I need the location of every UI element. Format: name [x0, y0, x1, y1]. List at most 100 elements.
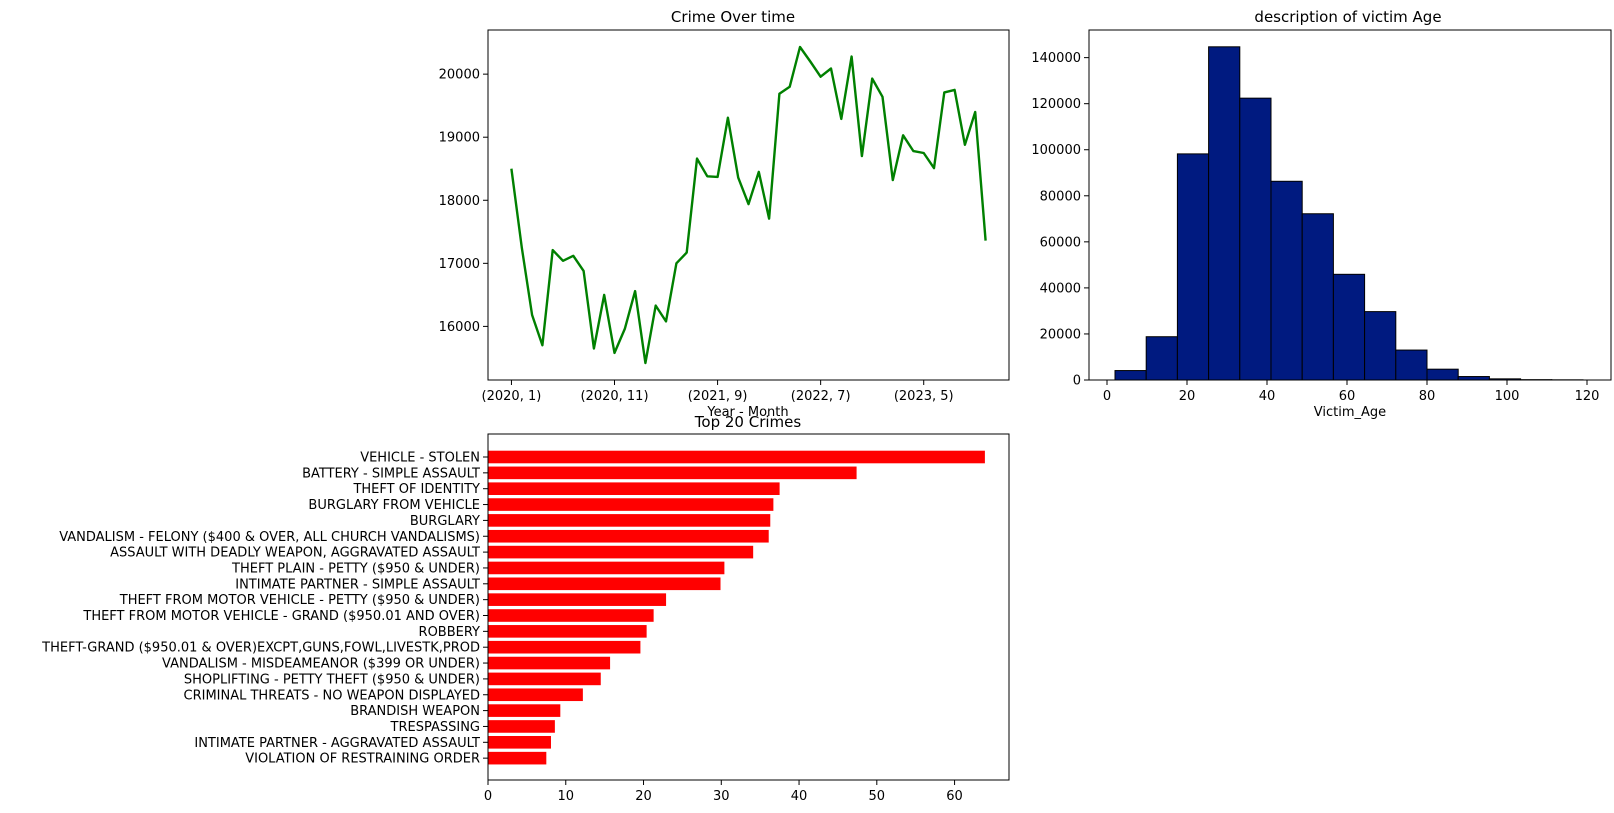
line-chart-panel: Crime Over time (2020, 1) (2020, 11) (2021…: [439, 8, 1010, 420]
x-tick-label: 120: [1575, 389, 1600, 404]
histogram-bar: [1457, 376, 1490, 381]
x-tick-label: 60: [946, 789, 963, 804]
bar: [488, 625, 647, 638]
bar: [488, 609, 654, 622]
category-label: BATTERY - SIMPLE ASSAULT: [302, 466, 480, 481]
line-chart-x-ticks: (2020, 1) (2020, 11) (2021, 9) (2022, 7) (20…: [482, 380, 954, 404]
x-tick-label: 40: [791, 789, 808, 804]
histogram-bar: [1176, 153, 1210, 381]
category-label: VEHICLE - STOLEN: [360, 451, 480, 466]
histogram-bar: [1208, 46, 1241, 381]
category-label: VIOLATION OF RESTRAINING ORDER: [245, 752, 480, 767]
y-tick-label: 80000: [1040, 189, 1081, 204]
y-tick-label: 40000: [1040, 281, 1081, 296]
barh-bars-layer: [488, 450, 985, 765]
bar: [488, 688, 583, 702]
histogram-y-ticks: 0 20000 40000 60000 80000 100000 120000 140000: [1031, 51, 1089, 389]
x-tick-label: 0: [484, 789, 492, 804]
category-label: THEFT OF IDENTITY: [352, 482, 480, 497]
y-tick-label: 100000: [1031, 143, 1081, 158]
category-label: ASSAULT WITH DEADLY WEAPON, AGGRAVATED A…: [110, 546, 480, 561]
bar: [488, 751, 547, 765]
series-line: [510, 45, 987, 365]
x-tick-label: (2020, 1): [482, 389, 542, 404]
category-label: THEFT FROM MOTOR VEHICLE - GRAND ($950.0…: [82, 609, 480, 624]
x-tick-label: 100: [1495, 389, 1520, 404]
category-label: VANDALISM - FELONY ($400 & OVER, ALL CHU…: [59, 530, 480, 545]
line-chart-title: Crime Over time: [671, 8, 795, 26]
category-label: THEFT PLAIN - PETTY ($950 & UNDER): [231, 561, 480, 576]
histogram-bar: [1270, 180, 1303, 381]
x-tick-label: 60: [1339, 389, 1356, 404]
x-tick-label: 10: [557, 789, 574, 804]
bar: [488, 545, 754, 559]
x-tick-label: 20: [635, 789, 652, 804]
histogram-bar: [1395, 349, 1428, 381]
histogram-x-axis-label: Victim_Age: [1314, 405, 1386, 420]
bar: [488, 482, 780, 495]
category-label: BURGLARY: [410, 514, 480, 529]
histogram-frame: [1088, 29, 1612, 381]
barh-chart-panel: Top 20 Crimes 0 10 20 30 40 50 60 VEHICLE - ST…: [41, 413, 1010, 804]
bar: [488, 514, 771, 527]
category-label: ROBBERY: [419, 625, 481, 640]
bar: [488, 656, 611, 670]
y-tick-label: 18000: [439, 194, 480, 209]
category-label: CRIMINAL THREATS - NO WEAPON DISPLAYED: [184, 688, 481, 703]
y-tick-label: 0: [1073, 374, 1081, 389]
bar: [488, 529, 769, 543]
category-label: BURGLARY FROM VEHICLE: [308, 498, 480, 513]
bar: [488, 466, 857, 480]
bar: [488, 498, 774, 511]
histogram-bar: [1145, 336, 1178, 381]
category-label: THEFT-GRAND ($950.01 & OVER)EXCPT,GUNS,F…: [41, 641, 480, 656]
category-label: VANDALISM - MISDEAMEANOR ($399 OR UNDER): [162, 657, 480, 672]
x-tick-label: (2020, 11): [580, 389, 648, 404]
x-tick-label: 40: [1259, 389, 1276, 404]
barh-chart-frame: [487, 433, 1010, 781]
histogram-bar: [1332, 273, 1366, 381]
x-tick-label: (2021, 9): [688, 389, 748, 404]
y-tick-label: 16000: [439, 320, 480, 335]
line-chart-series-layer: [510, 45, 987, 365]
y-tick-label: 17000: [439, 257, 480, 272]
y-tick-label: 20000: [1040, 327, 1081, 342]
bar: [488, 704, 561, 717]
histogram-bar: [1426, 368, 1459, 381]
histogram-bar: [1239, 97, 1272, 381]
barh-x-ticks: 0 10 20 30 40 50 60: [484, 780, 963, 804]
category-label: INTIMATE PARTNER - SIMPLE ASSAULT: [235, 577, 480, 592]
y-tick-label: 19000: [439, 131, 480, 146]
histogram-bar: [1364, 311, 1397, 381]
x-tick-label: 30: [713, 789, 730, 804]
x-tick-label: 50: [869, 789, 886, 804]
histogram-bar: [1114, 370, 1147, 381]
histogram-x-ticks: 0 20 40 60 80 100 120: [1103, 380, 1600, 404]
category-label: SHOPLIFTING - PETTY THEFT ($950 & UNDER): [184, 672, 480, 687]
category-label: TRESPASSING: [390, 720, 480, 735]
y-tick-label: 140000: [1031, 51, 1081, 66]
line-chart-x-axis-label: Year - Month: [706, 405, 788, 420]
x-tick-label: (2022, 7): [791, 389, 851, 404]
bar: [488, 720, 555, 733]
bar: [488, 736, 551, 749]
histogram-panel: description of victim Age 0 20 40 60 80 100 12…: [1031, 8, 1612, 420]
x-tick-label: (2023, 5): [894, 389, 954, 404]
line-chart-y-ticks: 16000 17000 18000 19000 20000: [439, 68, 488, 335]
y-tick-label: 120000: [1031, 97, 1081, 112]
x-tick-label: 80: [1419, 389, 1436, 404]
category-label: INTIMATE PARTNER - AGGRAVATED ASSAULT: [194, 736, 480, 751]
barh-chart-title: Top 20 Crimes: [694, 413, 802, 431]
category-label: BRANDISH WEAPON: [350, 704, 480, 719]
histogram-bars-layer: [1114, 46, 1584, 381]
bar: [488, 593, 667, 606]
bar: [488, 450, 985, 464]
bar: [488, 561, 725, 575]
line-chart-frame: [487, 29, 1010, 381]
x-tick-label: 0: [1103, 389, 1111, 404]
category-label: THEFT FROM MOTOR VEHICLE - PETTY ($950 &…: [119, 593, 480, 608]
histogram-title: description of victim Age: [1254, 8, 1441, 26]
histogram-bar: [1301, 213, 1334, 381]
